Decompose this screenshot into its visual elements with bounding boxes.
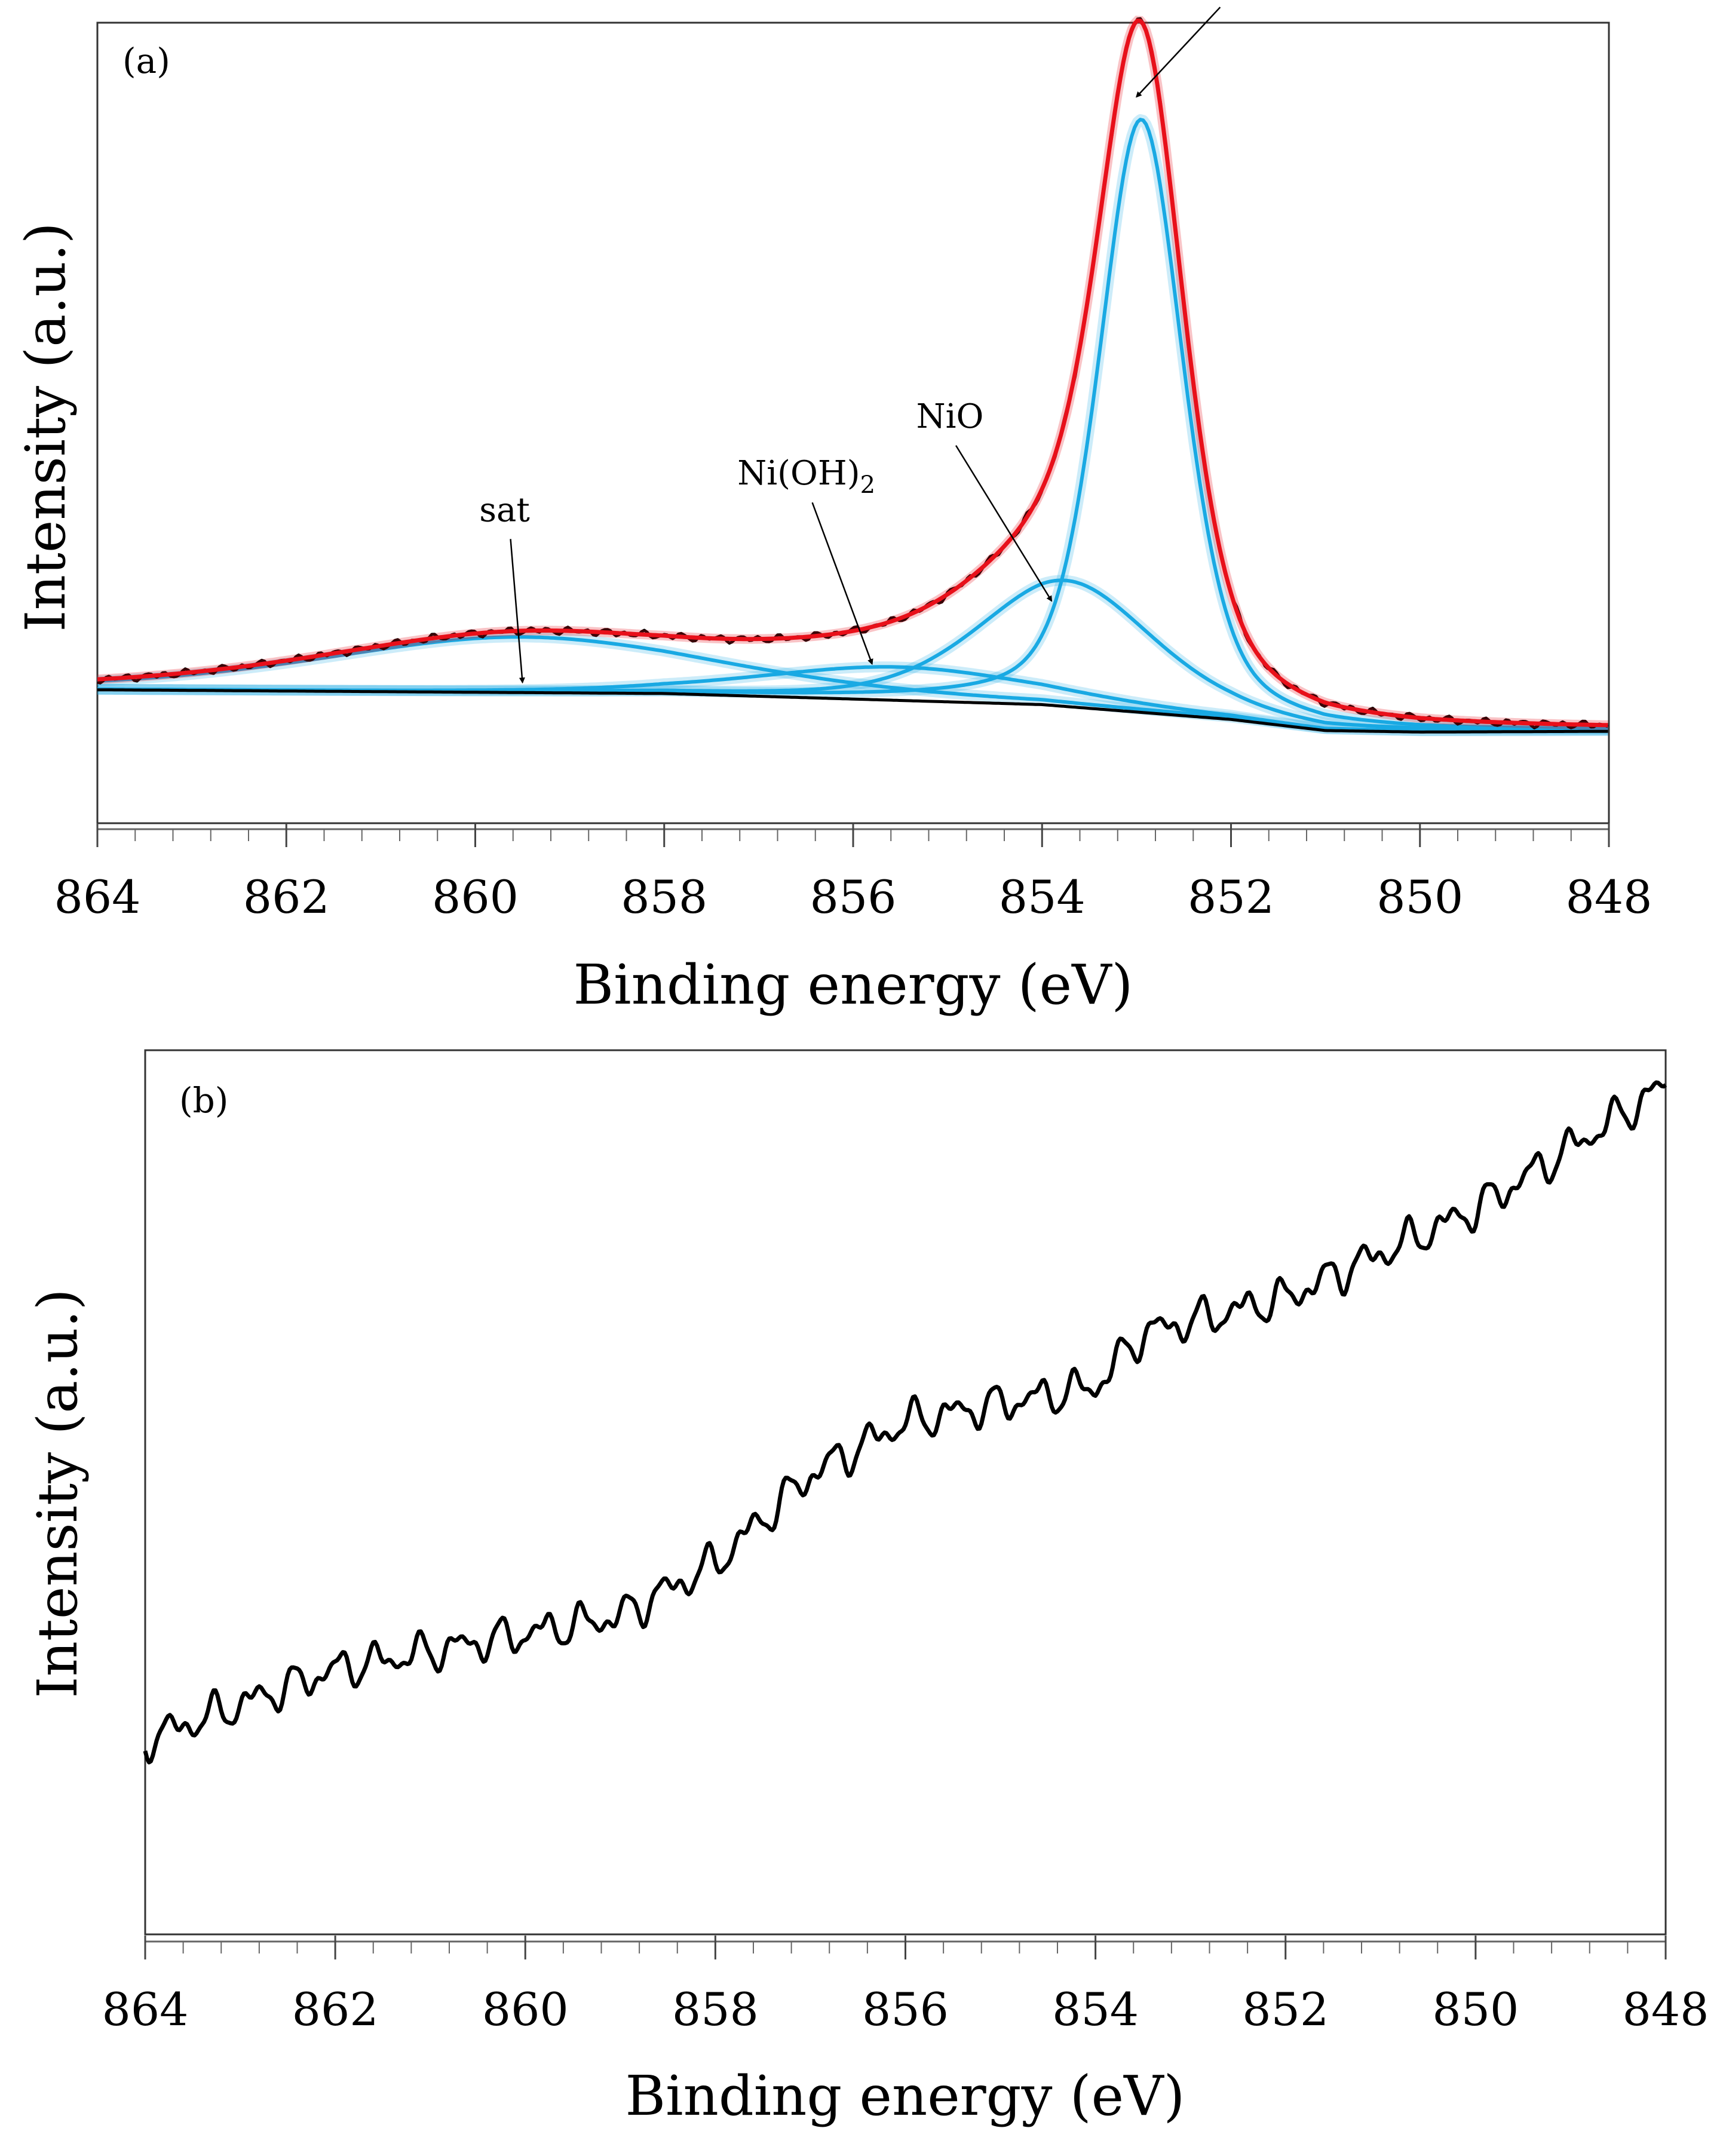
b-tick-label: 854 bbox=[1052, 1983, 1139, 2036]
component-glow-Ni_met bbox=[94, 114, 1611, 734]
raw-spectrum-b bbox=[143, 1080, 1667, 1765]
component-curve-Ni_met bbox=[97, 118, 1608, 731]
annotation-label: Nimet bbox=[1171, 0, 1258, 4]
panel-b-major-ticks bbox=[144, 1936, 1667, 1959]
panel-b-label: (b) bbox=[179, 1080, 228, 1121]
panel-b-plot-frame bbox=[144, 1049, 1667, 1936]
raw-spectrum bbox=[97, 17, 1609, 729]
a-tick-label: 856 bbox=[810, 870, 896, 924]
panel-b-y-axis-title: Intensity (a.u.) bbox=[26, 1289, 90, 1698]
annotation-arrow bbox=[955, 445, 1053, 602]
background-line bbox=[97, 688, 1608, 734]
panel-a-plot-frame bbox=[96, 22, 1610, 824]
panel-a-curves bbox=[94, 16, 1611, 737]
a-tick-label: 858 bbox=[621, 870, 707, 924]
b-tick-label: 852 bbox=[1242, 1983, 1329, 2036]
annotation-arrow bbox=[811, 502, 873, 665]
annotation-label: NiO bbox=[916, 397, 984, 436]
panel-a-label: (a) bbox=[122, 41, 170, 81]
panel-b-x-axis-title: Binding energy (eV) bbox=[626, 2064, 1185, 2128]
envelope-fit bbox=[97, 18, 1608, 728]
annotation-arrow bbox=[1136, 7, 1221, 98]
panel-a-major-ticks bbox=[96, 823, 1610, 847]
annotation-label: Ni(OH)2 bbox=[737, 454, 875, 499]
a-tick-label: 850 bbox=[1376, 870, 1463, 924]
b-tick-label: 862 bbox=[292, 1983, 379, 2036]
panel-b-curves bbox=[143, 1080, 1667, 1765]
a-tick-label: 848 bbox=[1565, 870, 1652, 924]
a-tick-label: 860 bbox=[432, 870, 519, 924]
b-tick-label: 858 bbox=[672, 1983, 759, 2036]
b-tick-label: 860 bbox=[482, 1983, 569, 2036]
envelope-glow bbox=[97, 16, 1608, 730]
b-tick-label: 856 bbox=[862, 1983, 949, 2036]
annotation-label: sat bbox=[479, 490, 530, 529]
b-tick-label: 864 bbox=[102, 1983, 188, 2036]
a-tick-label: 864 bbox=[54, 870, 140, 924]
annotation-arrow bbox=[510, 539, 525, 684]
panel-b-tick-labels: 864 862 860 858 856 854 852 850 848 bbox=[102, 1983, 1709, 2036]
a-tick-label: 854 bbox=[999, 870, 1086, 924]
b-tick-label: 850 bbox=[1432, 1983, 1519, 2036]
b-tick-label: 848 bbox=[1622, 1983, 1709, 2036]
panel-a-tick-labels: 864 862 860 858 856 854 852 850 848 bbox=[54, 870, 1652, 924]
panel-b-spectrum: 864 862 860 858 856 854 852 850 848 (b) Binding … bbox=[26, 1049, 1709, 2128]
panel-a-annotations: sat Ni(OH)2 NiO Nimet bbox=[479, 0, 1258, 684]
panel-a-y-axis-title: Intensity (a.u.) bbox=[14, 222, 78, 631]
panel-a-ni2p-fit: 864 862 860 858 856 854 852 850 848 sat Ni(OH)2 Ni… bbox=[14, 0, 1653, 1017]
panel-a-x-axis-title: Binding energy (eV) bbox=[574, 953, 1133, 1017]
a-tick-label: 852 bbox=[1188, 870, 1274, 924]
a-tick-label: 862 bbox=[243, 870, 330, 924]
